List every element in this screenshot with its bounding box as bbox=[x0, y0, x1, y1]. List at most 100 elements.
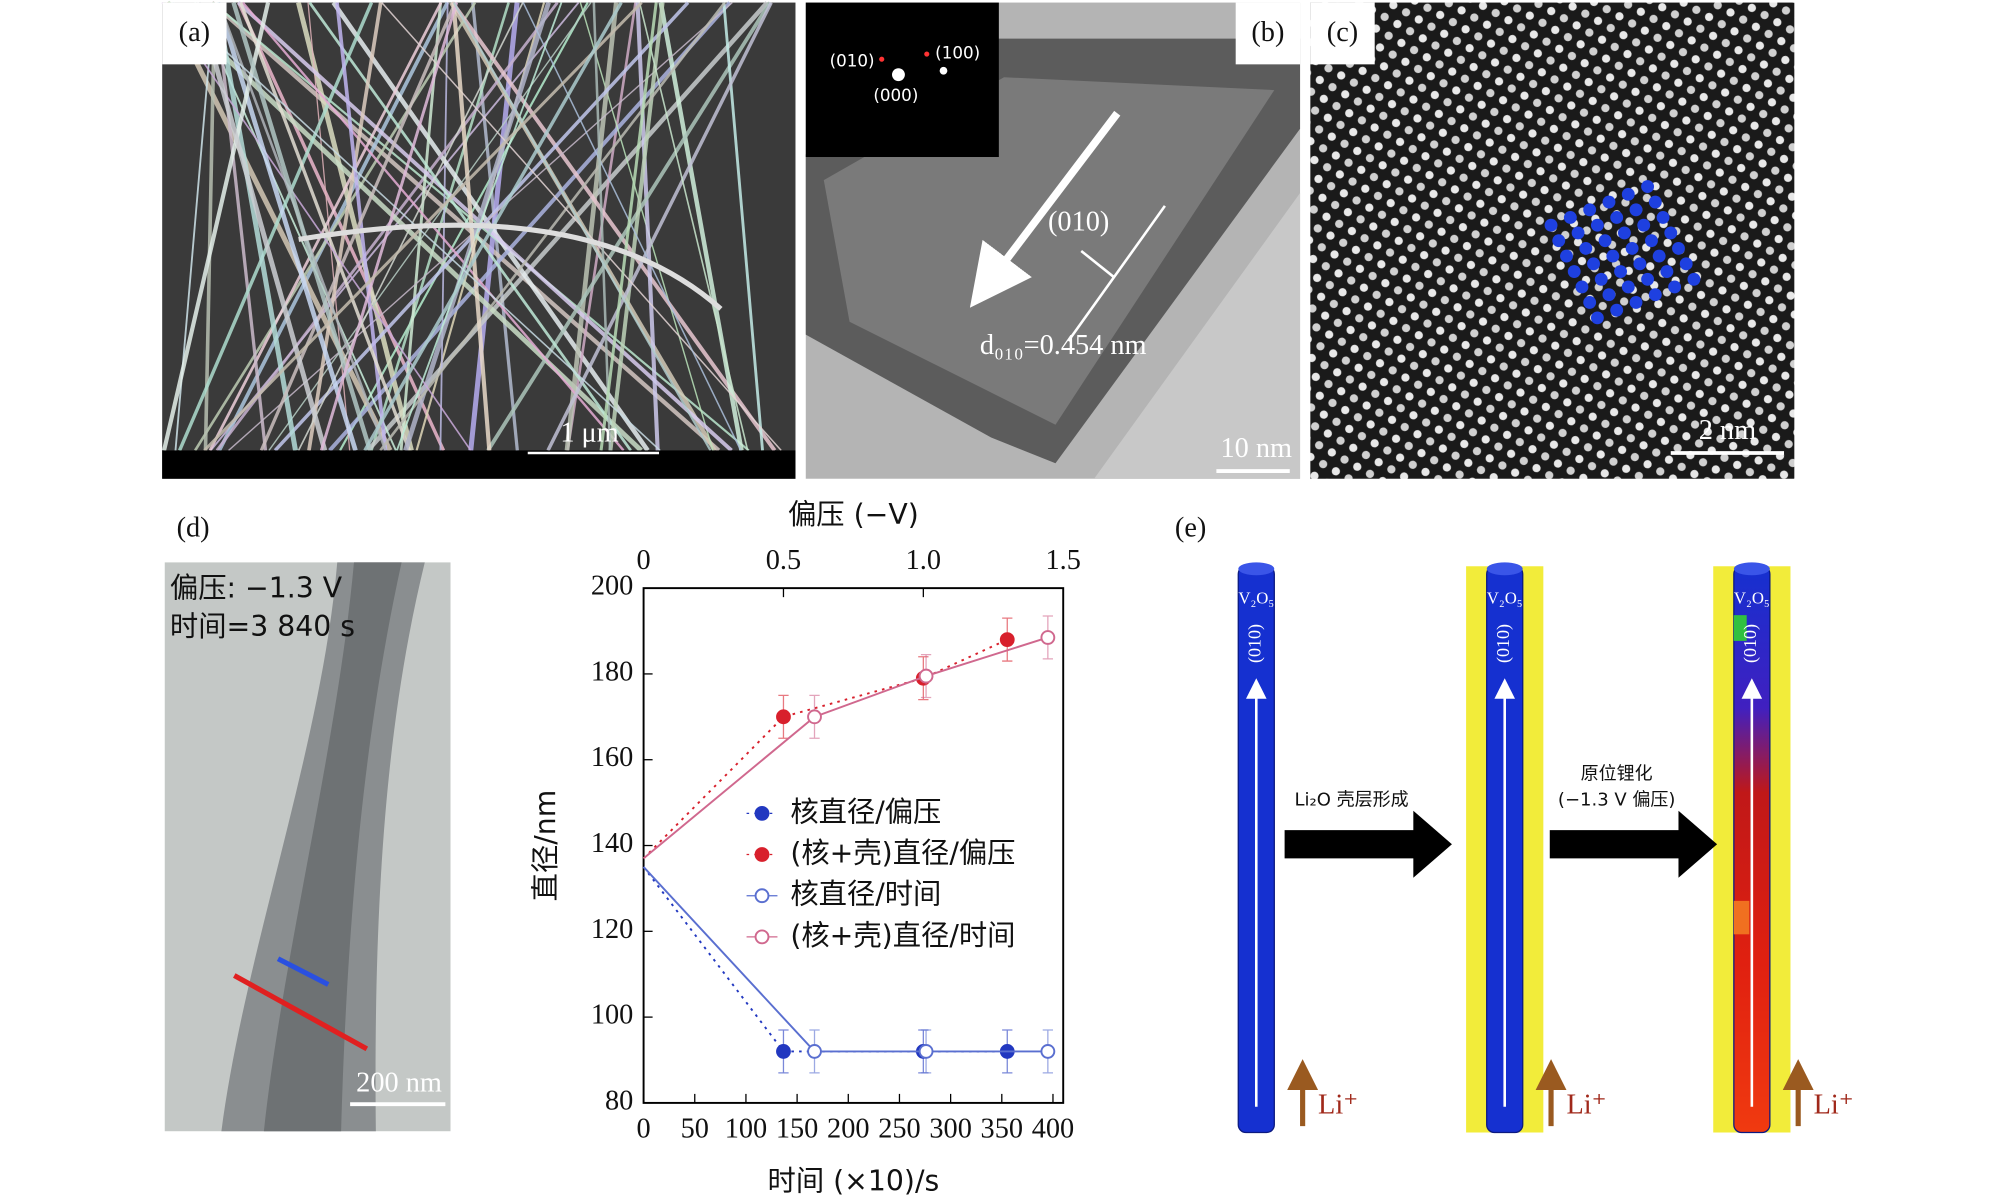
atom bbox=[1656, 211, 1670, 224]
nanowire bbox=[215, 1, 358, 452]
plot-frame bbox=[642, 587, 1065, 1104]
atom bbox=[1641, 180, 1655, 194]
nanowire bbox=[178, 1, 374, 452]
legend-marker bbox=[754, 888, 770, 904]
point bbox=[999, 632, 1015, 648]
point bbox=[776, 1044, 791, 1059]
atom bbox=[1563, 211, 1577, 224]
spot-label: (000) bbox=[873, 85, 918, 105]
nanowire bbox=[722, 2, 764, 451]
x-tick-label: 250 bbox=[878, 1114, 920, 1145]
nanowire bbox=[450, 1, 777, 452]
nanowire-core bbox=[263, 562, 402, 1132]
crystal-core bbox=[823, 77, 1275, 425]
nanowire bbox=[564, 2, 619, 451]
atom bbox=[1687, 272, 1701, 286]
point bbox=[807, 709, 822, 725]
x-tick-label: 400 bbox=[1032, 1114, 1074, 1145]
rod-top bbox=[1486, 562, 1523, 576]
legend-label: (核+壳)直径/时间 bbox=[790, 919, 1015, 952]
label-box bbox=[1310, 2, 1375, 65]
spot bbox=[924, 51, 930, 57]
series-line bbox=[642, 636, 1049, 860]
scale-bar-label: 200 nm bbox=[356, 1067, 442, 1098]
spot-label: (010) bbox=[830, 50, 875, 70]
nanowire bbox=[307, 2, 383, 451]
nanowire bbox=[214, 2, 298, 451]
x-tick-label: 150 bbox=[776, 1114, 818, 1145]
nanowire bbox=[658, 2, 744, 451]
nanowire bbox=[335, 2, 388, 451]
nanowire bbox=[194, 1, 477, 452]
atom bbox=[1648, 288, 1662, 302]
direction-label: (010) bbox=[1493, 624, 1514, 663]
nanowire bbox=[298, 222, 723, 311]
x2-tick-label: 0 bbox=[637, 545, 651, 576]
legend-label: 核直径/时间 bbox=[790, 878, 941, 911]
x-tick-label: 0 bbox=[637, 1114, 651, 1145]
y-tick-label: 120 bbox=[591, 914, 633, 945]
atom bbox=[1621, 187, 1635, 201]
spacing-label: d₀₁₀=0.454 nm bbox=[980, 330, 1147, 361]
atom bbox=[1590, 311, 1604, 325]
atom bbox=[1610, 211, 1624, 224]
atom-overlay bbox=[1544, 180, 1701, 325]
atom bbox=[1633, 257, 1647, 271]
direction-label: (010) bbox=[1244, 624, 1265, 663]
point bbox=[918, 1044, 934, 1059]
x-axis-label: 时间 (×10)/s bbox=[768, 1165, 940, 1198]
atom bbox=[1660, 265, 1674, 278]
nanowire bbox=[608, 2, 665, 451]
atom bbox=[1668, 280, 1682, 294]
nanowire bbox=[195, 1, 328, 452]
panel-label: (a) bbox=[179, 17, 210, 48]
spot bbox=[879, 56, 885, 62]
x2-axis-label: 偏压 (−V) bbox=[788, 498, 919, 531]
shell-arrow bbox=[233, 973, 369, 1052]
info-bar bbox=[162, 450, 796, 479]
material-label: V₂O₅ bbox=[1487, 589, 1523, 608]
label-box bbox=[1235, 2, 1301, 65]
nanowire bbox=[328, 1, 732, 452]
atom bbox=[1598, 234, 1612, 248]
ion-label: Li⁺ bbox=[1566, 1089, 1606, 1120]
panel-label: (c) bbox=[1327, 17, 1358, 48]
bias-label: 偏压: −1.3 V bbox=[170, 571, 343, 604]
atom bbox=[1625, 241, 1639, 255]
x-tick-label: 300 bbox=[929, 1114, 971, 1145]
x-tick-label: 200 bbox=[827, 1114, 869, 1145]
atom bbox=[1645, 234, 1658, 248]
spot-label: (100) bbox=[935, 43, 980, 63]
x-tick-label: 350 bbox=[981, 1114, 1023, 1145]
panel-label: (d) bbox=[177, 513, 210, 544]
panel-label: (e) bbox=[1175, 513, 1206, 544]
x2-tick-label: 1.0 bbox=[906, 545, 941, 576]
nanowire bbox=[452, 2, 712, 451]
scale-bar-label: 1 μm bbox=[560, 417, 618, 448]
label-box bbox=[162, 2, 227, 65]
atom bbox=[1587, 257, 1600, 271]
scale-bar-label: 10 nm bbox=[1221, 433, 1293, 464]
atom bbox=[1590, 218, 1604, 232]
spot bbox=[939, 66, 948, 75]
atom bbox=[1544, 218, 1558, 232]
y-tick-label: 80 bbox=[605, 1085, 633, 1116]
atom bbox=[1641, 272, 1655, 286]
nanowire bbox=[214, 2, 268, 451]
point bbox=[807, 1044, 822, 1059]
nanowire bbox=[161, 2, 472, 451]
atom bbox=[1571, 226, 1585, 240]
atom bbox=[1583, 203, 1597, 217]
nanowire bbox=[164, 1, 393, 452]
atom bbox=[1579, 241, 1593, 255]
x2-tick-label: 0.5 bbox=[766, 545, 801, 576]
atom bbox=[1664, 226, 1678, 240]
process-label: Li₂O 壳层形成 bbox=[1294, 789, 1408, 810]
material-label: V₂O₅ bbox=[1734, 589, 1770, 608]
process-label: (−1.3 V 偏压) bbox=[1558, 789, 1676, 810]
atom bbox=[1629, 203, 1643, 217]
nanowire bbox=[259, 1, 457, 452]
time-label: 时间=3 840 s bbox=[170, 610, 355, 643]
